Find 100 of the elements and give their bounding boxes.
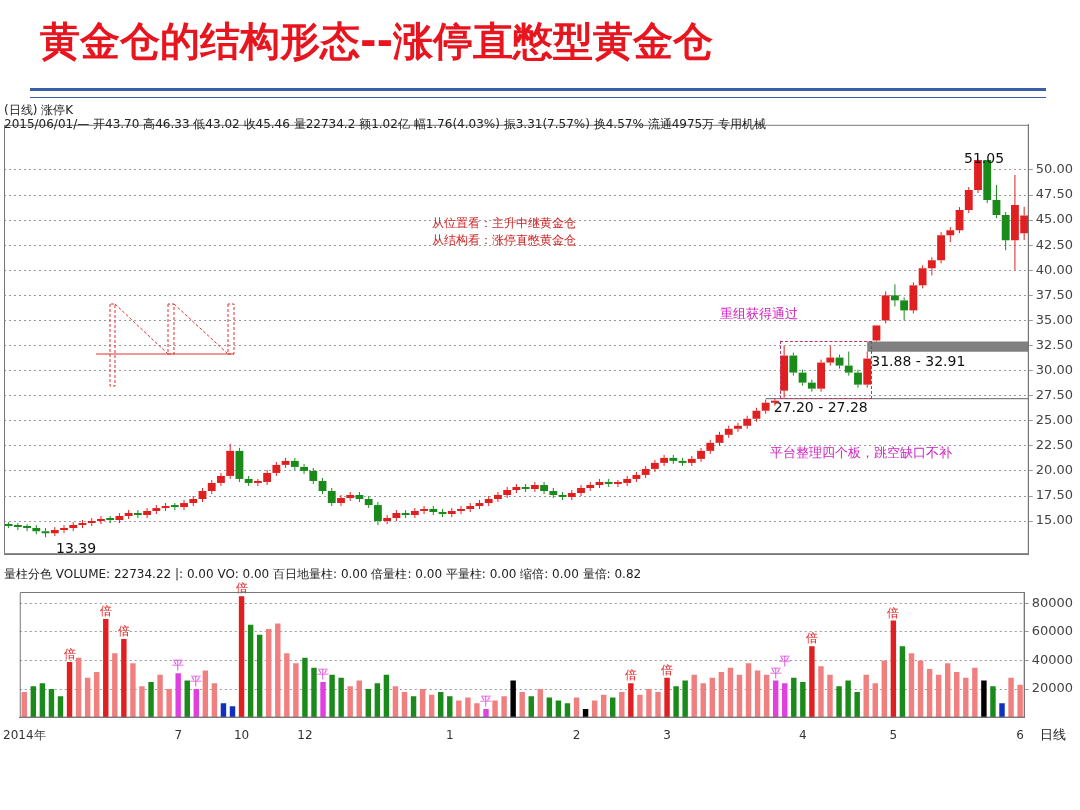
- candlestick: [494, 491, 502, 503]
- x-tick-label: 5: [889, 727, 898, 742]
- chart-subtitle: (日线) 涨停K: [4, 102, 74, 119]
- candlestick: [364, 495, 373, 509]
- bar: [465, 697, 471, 718]
- bar: [302, 657, 308, 718]
- bar: [112, 653, 118, 718]
- candlestick: [217, 472, 225, 487]
- candlestick: [1001, 211, 1010, 251]
- candlestick: [189, 495, 198, 507]
- candlestick: [946, 226, 955, 243]
- candlestick: [281, 457, 290, 469]
- bar: [320, 681, 326, 718]
- candlestick: [521, 483, 530, 493]
- candlestick: [650, 459, 659, 473]
- candlestick: [669, 454, 678, 465]
- annotation: 重组获得通过: [720, 305, 798, 323]
- candlestick: [863, 351, 872, 389]
- band-label: 31.88 - 32.91: [871, 353, 966, 370]
- data-label: 平: [190, 674, 203, 689]
- bar: [628, 683, 634, 718]
- bar: [492, 700, 498, 718]
- candlestick: [484, 495, 493, 507]
- candlestick: [87, 517, 96, 527]
- candlestick: [60, 524, 68, 534]
- candlestick: [927, 256, 936, 276]
- bar: [619, 691, 625, 718]
- candlestick: [290, 457, 299, 471]
- candlestick: [817, 359, 825, 393]
- bar: [329, 674, 335, 718]
- bar: [519, 691, 525, 718]
- candlestick: [503, 486, 512, 499]
- candlestick: [300, 463, 308, 475]
- bar: [1008, 677, 1014, 718]
- bar: [103, 619, 109, 718]
- candlestick: [918, 264, 927, 289]
- annotation: 从结构看：涨停直憋黄金仓: [432, 232, 576, 249]
- bar: [175, 673, 181, 718]
- candlestick: [844, 351, 853, 377]
- candlestick: [143, 507, 152, 519]
- candlestick: [881, 290, 890, 324]
- candlestick: [798, 369, 807, 387]
- y-tick-label: 50.00: [1035, 161, 1073, 177]
- bar: [890, 620, 897, 718]
- bar: [899, 646, 906, 718]
- candlestick: [207, 479, 216, 495]
- candlestick: [743, 415, 752, 430]
- bar: [256, 634, 263, 718]
- candlestick: [420, 505, 428, 515]
- candlestick: [567, 489, 576, 501]
- candlestick: [789, 352, 798, 377]
- y-tick-label: 32.50: [1035, 336, 1073, 352]
- bar: [963, 677, 969, 718]
- candlestick: [854, 369, 862, 389]
- x-tick-label: 4: [799, 727, 807, 742]
- annotation: 2015/06/01/— 开43.70 高46.33 低43.02 收45.46 量22734.2 额1.02亿 幅1.76(4.03%) 振3.31(7.57%) 换4.57% 流通4975万 专用机械: [4, 116, 766, 133]
- candlestick: [724, 425, 733, 439]
- y-tick-label: 27.50: [1035, 387, 1073, 403]
- candlestick: [327, 487, 336, 507]
- bar: [791, 677, 797, 718]
- candlestick: [97, 515, 105, 525]
- data-label: 倍: [887, 605, 900, 620]
- candlestick: [604, 478, 613, 488]
- bar: [275, 623, 281, 718]
- x-tick-label: 3: [663, 727, 671, 742]
- candlestick: [69, 521, 78, 532]
- bar: [990, 686, 996, 718]
- bar: [664, 677, 670, 718]
- bar: [284, 653, 290, 718]
- bar: [972, 667, 978, 718]
- candlestick: [641, 465, 650, 479]
- x-tick-label: 2014年: [3, 727, 46, 742]
- data-label: 平: [317, 667, 330, 682]
- y-tick-label: 20000: [1031, 680, 1073, 696]
- y-tick-label: 30.00: [1035, 361, 1073, 377]
- candlestick: [706, 439, 715, 455]
- bar: [311, 667, 317, 718]
- candlestick: [373, 501, 382, 526]
- bar: [238, 596, 245, 718]
- x-tick-label: 7: [174, 727, 183, 742]
- bar: [836, 686, 842, 718]
- bar: [510, 680, 516, 718]
- candlestick: [50, 526, 59, 537]
- y-tick-label: 37.50: [1035, 286, 1073, 302]
- candlestick: [272, 461, 281, 477]
- candlestick: [697, 447, 705, 463]
- candlestick: [115, 512, 124, 524]
- y-tick-label: 20.00: [1035, 462, 1073, 478]
- candlestick: [392, 509, 401, 522]
- y-tick-label: 42.50: [1035, 236, 1073, 252]
- bar: [637, 694, 643, 718]
- data-label: 倍: [63, 647, 76, 662]
- data-label: 平: [778, 653, 791, 668]
- candlestick: [586, 481, 595, 492]
- data-label: 倍: [661, 662, 674, 677]
- candlestick: [761, 399, 770, 415]
- candlestick: [355, 491, 364, 503]
- bar: [800, 681, 806, 718]
- y-tick-label: 40000: [1031, 651, 1073, 667]
- bar: [501, 696, 507, 718]
